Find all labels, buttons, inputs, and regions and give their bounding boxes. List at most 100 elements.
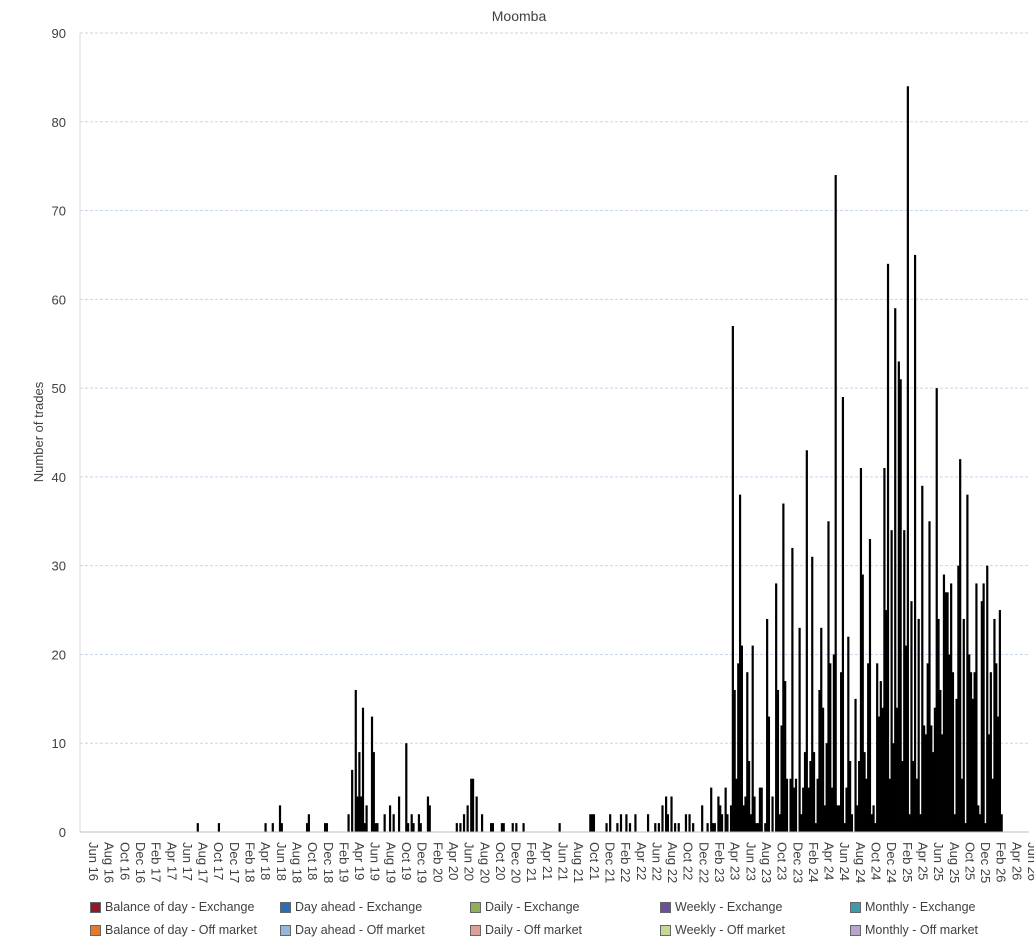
x-tick-label: Oct 25	[962, 842, 977, 880]
y-tick-label: 80	[52, 115, 66, 130]
bar	[670, 796, 673, 832]
x-tick-label: Apr 26	[1009, 842, 1024, 880]
legend-item: Weekly - Exchange	[660, 898, 782, 916]
bar	[850, 814, 854, 832]
bar	[928, 521, 931, 832]
bar	[634, 814, 637, 832]
bar	[419, 823, 422, 832]
x-tick-label: Aug 18	[290, 842, 305, 883]
x-tick-label: Oct 17	[211, 842, 226, 880]
bar	[987, 734, 991, 832]
bar	[785, 778, 789, 832]
bar	[969, 672, 973, 832]
bar	[426, 796, 430, 832]
bar	[803, 752, 807, 832]
bar	[827, 521, 830, 832]
bar	[755, 823, 758, 832]
x-tick-label: Jun 19	[368, 842, 383, 881]
bar	[821, 707, 825, 832]
bar	[271, 823, 274, 832]
legend-item: Weekly - Off market	[660, 921, 785, 939]
bar	[428, 805, 431, 832]
legend-swatch	[660, 924, 671, 936]
bar	[751, 645, 754, 832]
x-tick-label: Aug 25	[947, 842, 962, 883]
bar	[906, 86, 909, 832]
bar	[802, 787, 805, 832]
bar	[814, 823, 817, 832]
bar	[939, 689, 942, 832]
bar	[959, 459, 962, 832]
bar	[764, 823, 767, 832]
legend-label: Balance of day - Exchange	[105, 900, 255, 914]
bar	[950, 583, 953, 832]
bar	[919, 814, 922, 832]
x-tick-label: Dec 19	[415, 842, 430, 883]
bar	[904, 645, 908, 832]
x-tick-label: Jun 26	[1025, 842, 1034, 881]
bar	[872, 805, 875, 832]
y-tick-labels: 0 10 20 30 40 50 60 70 80 90	[52, 26, 66, 840]
legend-label: Balance of day - Off market	[105, 923, 257, 937]
bar	[360, 796, 363, 832]
x-tick-label: Oct 22	[681, 842, 696, 880]
x-tick-label: Apr 17	[164, 842, 179, 880]
x-tick-label: Apr 25	[916, 842, 931, 880]
x-tick-label: Jun 20	[462, 842, 477, 881]
bar	[809, 760, 812, 832]
bar	[834, 175, 837, 833]
bar	[915, 778, 918, 832]
bar	[278, 805, 282, 832]
bar	[591, 814, 594, 832]
x-tick-label: Dec 17	[227, 842, 242, 883]
bar	[500, 823, 504, 832]
bar	[490, 823, 493, 832]
bar	[874, 823, 877, 832]
bar	[789, 778, 792, 832]
bar	[217, 823, 221, 832]
bar	[829, 663, 832, 832]
bar	[998, 610, 1001, 832]
x-tick-labels: Jun 16 Aug 16 Oct 16 Dec 16 Feb 17 Apr 17 Jun …	[86, 842, 1034, 883]
x-tick-label: Jun 24	[837, 842, 852, 881]
bar	[793, 787, 796, 832]
bar	[901, 760, 904, 832]
x-tick-label: Dec 16	[133, 842, 148, 883]
legend-item: Balance of day - Off market	[90, 921, 257, 939]
bar	[962, 618, 965, 832]
x-tick-label: Aug 19	[383, 842, 398, 883]
bar	[356, 796, 359, 832]
x-tick-label: Aug 17	[196, 842, 211, 883]
bar	[684, 814, 688, 832]
chart: Moomba Number of trades 0 10 20 30 40 50 60 70 8…	[31, 8, 1034, 883]
bar	[921, 485, 924, 832]
bar	[894, 308, 897, 833]
x-tick-label: Aug 21	[571, 842, 586, 883]
bar	[767, 716, 771, 832]
bar	[933, 707, 937, 832]
bar	[995, 663, 998, 832]
bar	[407, 823, 410, 832]
bar	[859, 468, 863, 832]
bar	[841, 396, 845, 832]
bar	[471, 778, 475, 832]
bar	[392, 814, 395, 832]
bar	[910, 601, 913, 832]
bar	[890, 530, 893, 832]
bar	[780, 725, 783, 832]
legend-swatch	[850, 901, 861, 913]
x-tick-label: Feb 26	[994, 842, 1009, 882]
x-tick-label: Dec 18	[321, 842, 336, 883]
bar	[923, 725, 926, 832]
bar	[820, 627, 823, 832]
bar	[845, 787, 848, 832]
bar	[459, 823, 462, 832]
x-tick-label: Jun 25	[931, 842, 946, 881]
bar	[674, 823, 677, 832]
bar	[897, 361, 900, 832]
y-tick-label: 50	[52, 381, 66, 396]
bar	[470, 778, 473, 832]
legend-swatch	[470, 901, 481, 913]
legend-label: Weekly - Off market	[675, 923, 785, 937]
bar	[991, 778, 994, 832]
